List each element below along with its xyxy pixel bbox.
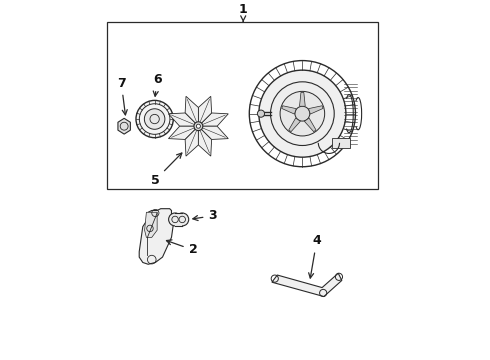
- Circle shape: [280, 91, 325, 136]
- Text: 7: 7: [117, 77, 127, 115]
- Polygon shape: [304, 118, 316, 132]
- Polygon shape: [139, 209, 173, 264]
- Circle shape: [257, 110, 265, 117]
- Polygon shape: [299, 93, 305, 106]
- Text: 3: 3: [193, 210, 217, 222]
- Polygon shape: [201, 126, 228, 139]
- Polygon shape: [169, 113, 196, 126]
- Circle shape: [259, 70, 346, 157]
- Polygon shape: [185, 129, 198, 156]
- Polygon shape: [332, 138, 350, 148]
- Polygon shape: [201, 113, 228, 126]
- Text: 2: 2: [167, 240, 197, 256]
- Circle shape: [270, 82, 334, 145]
- Polygon shape: [169, 126, 196, 139]
- Polygon shape: [185, 96, 198, 123]
- Polygon shape: [145, 212, 157, 237]
- Circle shape: [136, 100, 173, 138]
- Circle shape: [196, 124, 200, 128]
- Text: 4: 4: [309, 234, 321, 278]
- Polygon shape: [282, 106, 296, 114]
- Text: 6: 6: [153, 73, 161, 96]
- Circle shape: [176, 213, 189, 226]
- Circle shape: [145, 109, 165, 129]
- Bar: [107, 22, 378, 189]
- Bar: [175, 213, 182, 226]
- Polygon shape: [272, 273, 342, 297]
- Polygon shape: [198, 96, 212, 123]
- Circle shape: [295, 106, 310, 121]
- Polygon shape: [118, 118, 130, 134]
- Circle shape: [169, 213, 181, 226]
- Polygon shape: [309, 106, 323, 114]
- Circle shape: [194, 122, 203, 131]
- Text: 5: 5: [151, 153, 182, 186]
- Text: 1: 1: [239, 3, 247, 22]
- Polygon shape: [198, 129, 212, 156]
- Polygon shape: [289, 118, 300, 132]
